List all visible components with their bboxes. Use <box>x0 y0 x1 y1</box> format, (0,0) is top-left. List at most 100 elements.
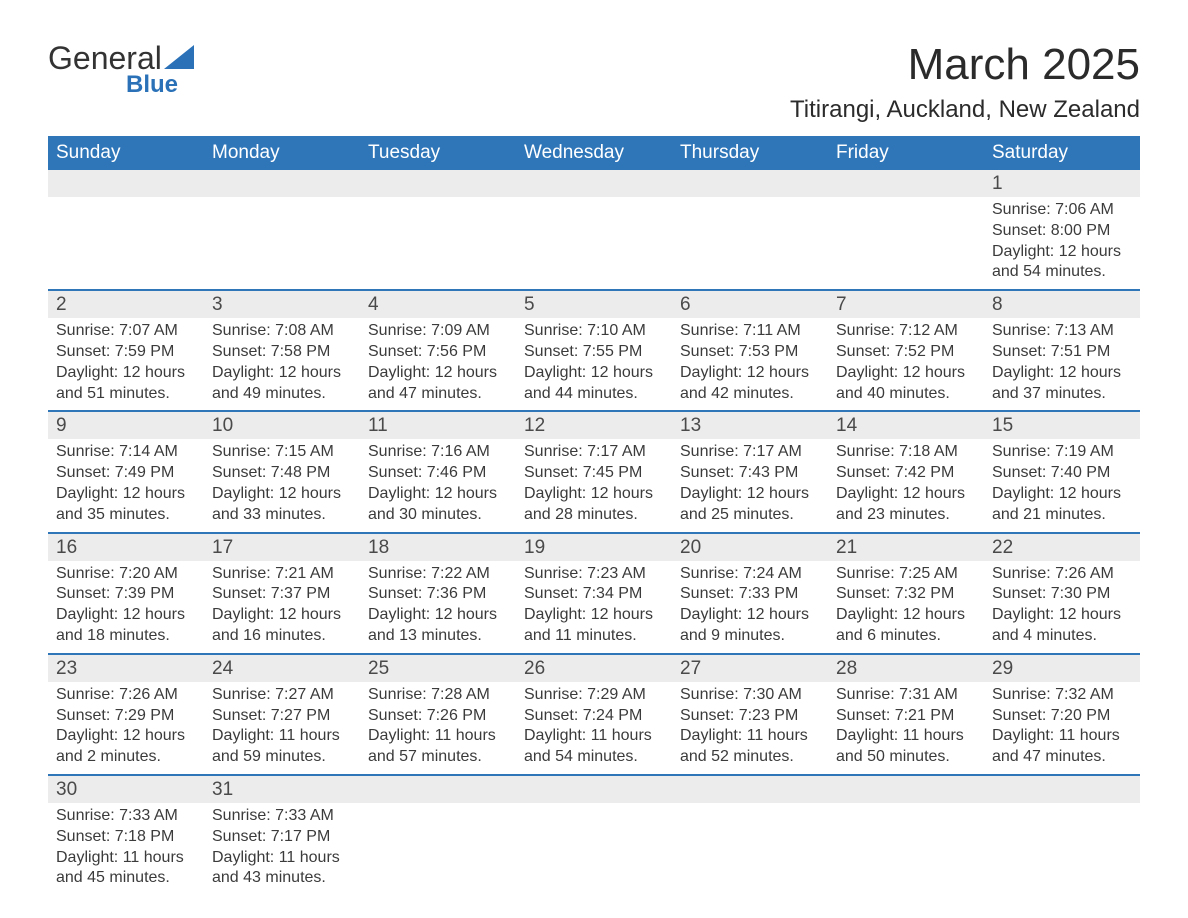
sunrise-line: Sunrise: 7:31 AM <box>836 685 976 706</box>
day-header: Tuesday <box>360 136 516 170</box>
sunset-line: Sunset: 7:39 PM <box>56 584 196 605</box>
day-info-cell: Sunrise: 7:15 AMSunset: 7:48 PMDaylight:… <box>204 439 360 532</box>
day-number-cell: 22 <box>984 533 1140 561</box>
daylight-line: Daylight: 11 hours and 47 minutes. <box>992 726 1132 768</box>
day-info-cell: Sunrise: 7:22 AMSunset: 7:36 PMDaylight:… <box>360 561 516 654</box>
daylight-line: Daylight: 12 hours and 30 minutes. <box>368 484 508 526</box>
sunset-line: Sunset: 7:58 PM <box>212 342 352 363</box>
sunrise-line: Sunrise: 7:33 AM <box>212 806 352 827</box>
day-number-cell <box>672 170 828 197</box>
sunset-line: Sunset: 7:18 PM <box>56 827 196 848</box>
day-number-cell: 28 <box>828 654 984 682</box>
sunrise-line: Sunrise: 7:19 AM <box>992 442 1132 463</box>
day-header: Saturday <box>984 136 1140 170</box>
sunrise-line: Sunrise: 7:10 AM <box>524 321 664 342</box>
day-number-cell <box>672 775 828 803</box>
header: General Blue March 2025 Titirangi, Auckl… <box>48 40 1140 124</box>
week-info-row: Sunrise: 7:07 AMSunset: 7:59 PMDaylight:… <box>48 318 1140 411</box>
day-info-cell: Sunrise: 7:28 AMSunset: 7:26 PMDaylight:… <box>360 682 516 775</box>
sunset-line: Sunset: 7:46 PM <box>368 463 508 484</box>
week-info-row: Sunrise: 7:14 AMSunset: 7:49 PM Daylight:… <box>48 439 1140 532</box>
sunset-line: Sunset: 7:34 PM <box>524 584 664 605</box>
logo-text-sub: Blue <box>126 71 178 99</box>
day-header: Thursday <box>672 136 828 170</box>
sunrise-line: Sunrise: 7:25 AM <box>836 564 976 585</box>
day-number-cell <box>360 170 516 197</box>
day-info-cell: Sunrise: 7:14 AMSunset: 7:49 PMDaylight:… <box>48 439 204 532</box>
daylight-line: Daylight: 11 hours and 54 minutes. <box>524 726 664 768</box>
sunrise-line: Sunrise: 7:09 AM <box>368 321 508 342</box>
daylight-line: Daylight: 12 hours and 54 minutes. <box>992 242 1132 284</box>
daylight-line: Daylight: 12 hours and 18 minutes. <box>56 605 196 647</box>
sunrise-line: Sunrise: 7:12 AM <box>836 321 976 342</box>
sunset-line: Sunset: 7:42 PM <box>836 463 976 484</box>
sunset-line: Sunset: 7:49 PM <box>56 463 196 484</box>
day-header: Friday <box>828 136 984 170</box>
daylight-line: Daylight: 12 hours and 4 minutes. <box>992 605 1132 647</box>
sunrise-line: Sunrise: 7:21 AM <box>212 564 352 585</box>
daylight-line: Daylight: 12 hours and 21 minutes. <box>992 484 1132 526</box>
sunrise-line: Sunrise: 7:29 AM <box>524 685 664 706</box>
sunset-line: Sunset: 7:23 PM <box>680 706 820 727</box>
sunrise-line: Sunrise: 7:30 AM <box>680 685 820 706</box>
day-info-cell: Sunrise: 7:32 AMSunset: 7:20 PMDaylight:… <box>984 682 1140 775</box>
sunrise-line: Sunrise: 7:17 AM <box>680 442 820 463</box>
sunrise-line: Sunrise: 7:06 AM <box>992 200 1132 221</box>
day-info-cell <box>828 197 984 290</box>
day-header: Monday <box>204 136 360 170</box>
daylight-line: Daylight: 12 hours and 13 minutes. <box>368 605 508 647</box>
sunset-line: Sunset: 7:17 PM <box>212 827 352 848</box>
sunset-line: Sunset: 7:55 PM <box>524 342 664 363</box>
daylight-line: Daylight: 12 hours and 42 minutes. <box>680 363 820 405</box>
day-info-cell <box>360 803 516 895</box>
sunset-line: Sunset: 7:24 PM <box>524 706 664 727</box>
day-info-cell <box>828 803 984 895</box>
day-info-cell: Sunrise: 7:33 AMSunset: 7:18 PMDaylight:… <box>48 803 204 895</box>
sunrise-line: Sunrise: 7:18 AM <box>836 442 976 463</box>
sunset-line: Sunset: 7:56 PM <box>368 342 508 363</box>
sunrise-line: Sunrise: 7:26 AM <box>56 685 196 706</box>
day-info-cell: Sunrise: 7:10 AMSunset: 7:55 PMDaylight:… <box>516 318 672 411</box>
day-number-cell: 5 <box>516 290 672 318</box>
day-number-cell: 3 <box>204 290 360 318</box>
day-info-cell: Sunrise: 7:09 AMSunset: 7:56 PMDaylight:… <box>360 318 516 411</box>
daylight-line: Daylight: 12 hours and 16 minutes. <box>212 605 352 647</box>
day-info-cell: Sunrise: 7:07 AMSunset: 7:59 PMDaylight:… <box>48 318 204 411</box>
day-number-cell: 23 <box>48 654 204 682</box>
daylight-line: Daylight: 12 hours and 23 minutes. <box>836 484 976 526</box>
day-info-cell <box>48 197 204 290</box>
sunset-line: Sunset: 7:32 PM <box>836 584 976 605</box>
daylight-line: Daylight: 11 hours and 43 minutes. <box>212 848 352 890</box>
daylight-line: Daylight: 12 hours and 2 minutes. <box>56 726 196 768</box>
day-info-cell: Sunrise: 7:27 AMSunset: 7:27 PMDaylight:… <box>204 682 360 775</box>
day-number-cell: 14 <box>828 411 984 439</box>
sunset-line: Sunset: 7:20 PM <box>992 706 1132 727</box>
daylight-line: Daylight: 12 hours and 25 minutes. <box>680 484 820 526</box>
day-number-cell <box>828 775 984 803</box>
day-info-cell: Sunrise: 7:24 AMSunset: 7:33 PMDaylight:… <box>672 561 828 654</box>
sunset-line: Sunset: 7:21 PM <box>836 706 976 727</box>
sunset-line: Sunset: 7:40 PM <box>992 463 1132 484</box>
daylight-line: Daylight: 11 hours and 59 minutes. <box>212 726 352 768</box>
location: Titirangi, Auckland, New Zealand <box>790 96 1140 124</box>
daylight-line: Daylight: 11 hours and 52 minutes. <box>680 726 820 768</box>
day-info-cell <box>672 803 828 895</box>
week-daynum-row: 2345678 <box>48 290 1140 318</box>
day-number-cell: 4 <box>360 290 516 318</box>
day-number-cell: 27 <box>672 654 828 682</box>
day-number-cell: 18 <box>360 533 516 561</box>
week-daynum-row: 16171819202122 <box>48 533 1140 561</box>
day-number-cell: 9 <box>48 411 204 439</box>
sunrise-line: Sunrise: 7:24 AM <box>680 564 820 585</box>
day-info-cell: Sunrise: 7:26 AMSunset: 7:29 PMDaylight:… <box>48 682 204 775</box>
sunrise-line: Sunrise: 7:08 AM <box>212 321 352 342</box>
day-info-cell: Sunrise: 7:08 AMSunset: 7:58 PMDaylight:… <box>204 318 360 411</box>
day-info-cell: Sunrise: 7:25 AMSunset: 7:32 PMDaylight:… <box>828 561 984 654</box>
day-info-cell: Sunrise: 7:19 AMSunset: 7:40 PMDaylight:… <box>984 439 1140 532</box>
sunrise-line: Sunrise: 7:14 AM <box>56 442 196 463</box>
day-info-cell: Sunrise: 7:23 AMSunset: 7:34 PMDaylight:… <box>516 561 672 654</box>
daylight-line: Daylight: 12 hours and 11 minutes. <box>524 605 664 647</box>
title-block: March 2025 Titirangi, Auckland, New Zeal… <box>790 40 1140 124</box>
week-info-row: Sunrise: 7:20 AMSunset: 7:39 PMDaylight:… <box>48 561 1140 654</box>
sunset-line: Sunset: 7:37 PM <box>212 584 352 605</box>
